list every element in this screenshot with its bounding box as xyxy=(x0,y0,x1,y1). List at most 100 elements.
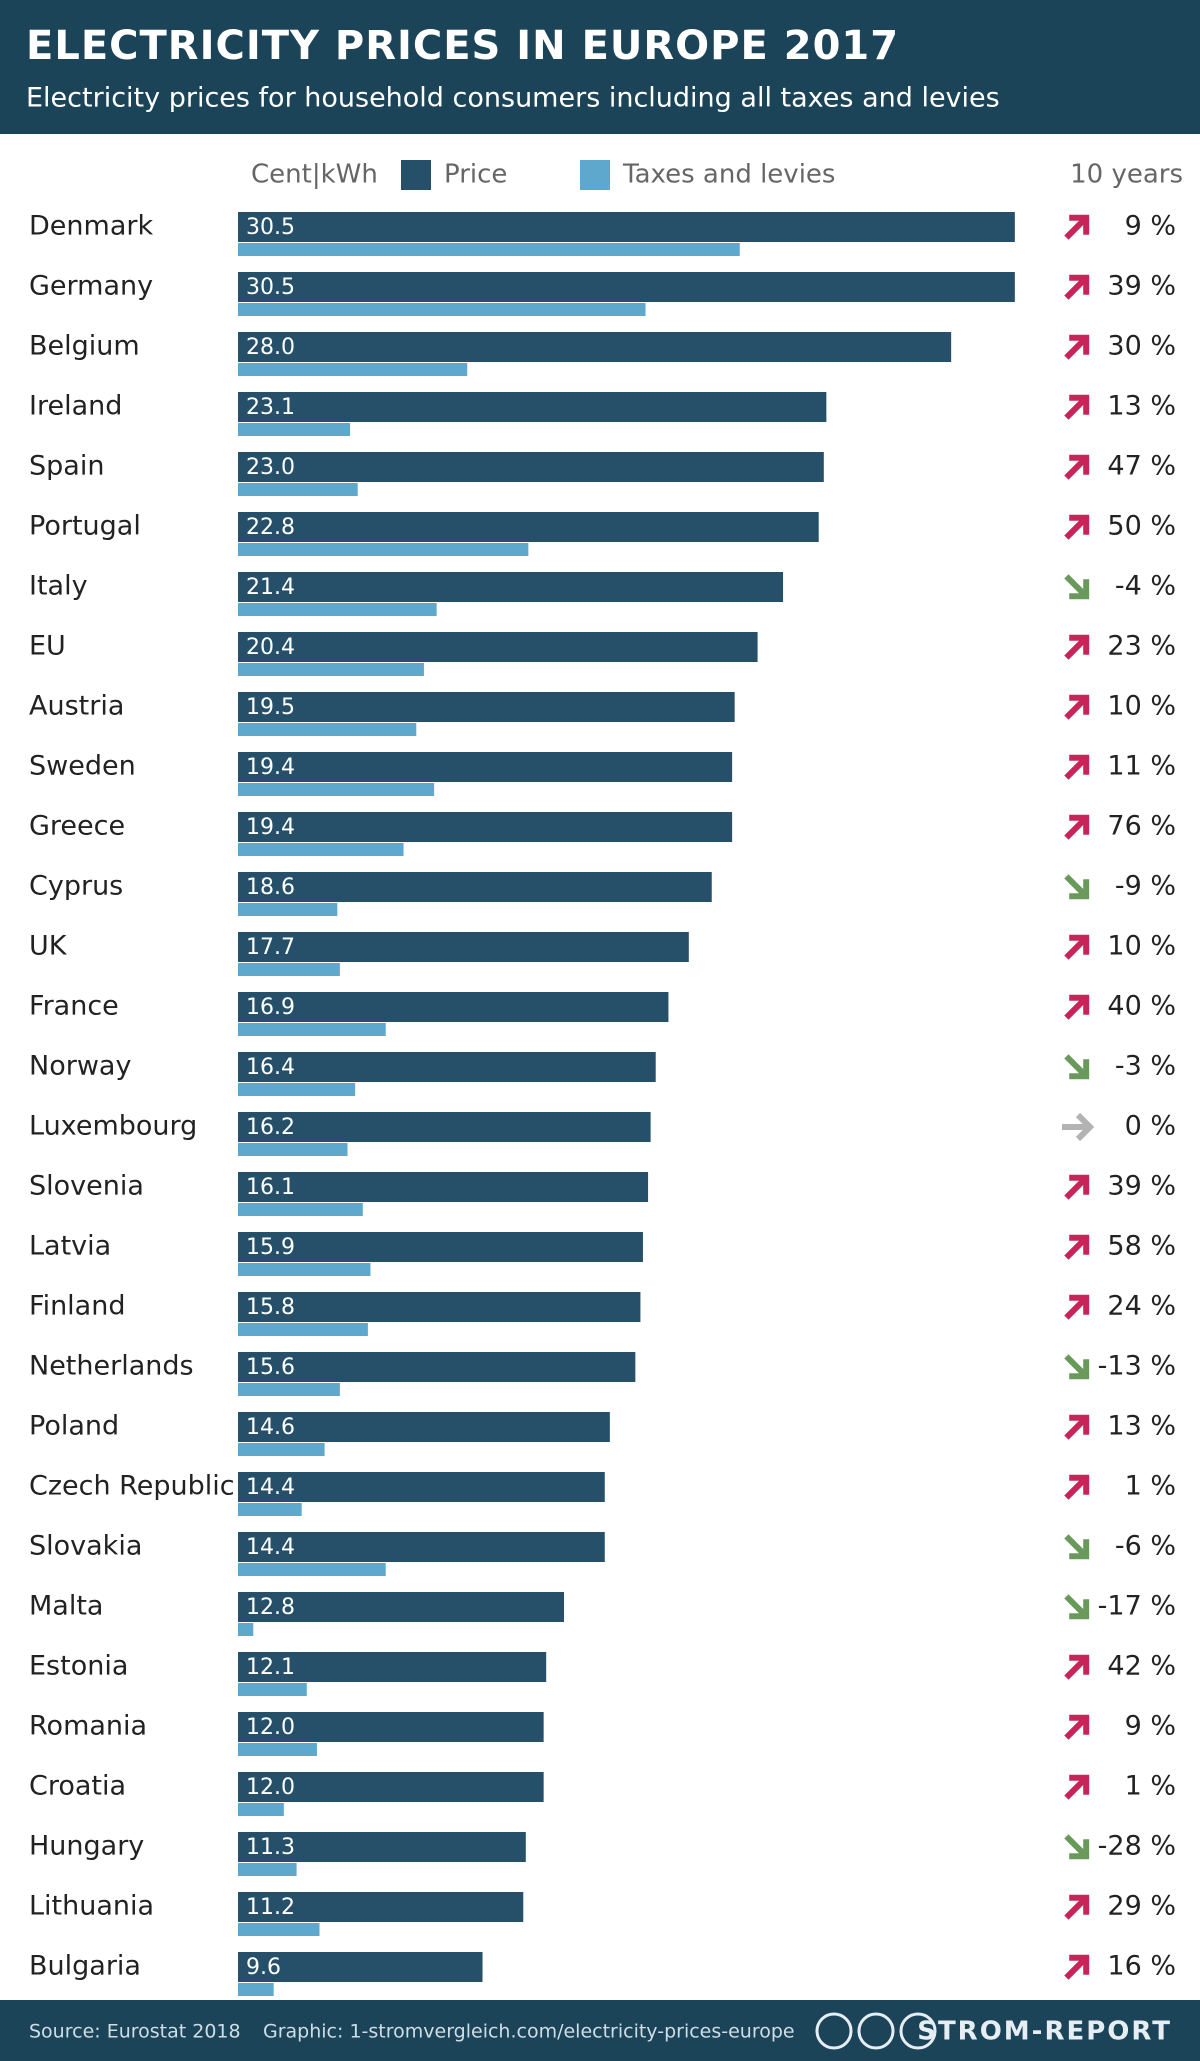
change-arrow xyxy=(1064,1654,1090,1680)
arrow-head xyxy=(1069,214,1090,235)
tax-bar xyxy=(238,963,340,976)
country-label: Norway xyxy=(29,1051,131,1082)
change-label: 39 % xyxy=(1107,271,1176,302)
price-bar xyxy=(238,1712,544,1742)
value-label: 11.2 xyxy=(246,1895,295,1920)
country-label: Hungary xyxy=(29,1831,144,1862)
change-arrow xyxy=(1064,1294,1090,1320)
value-label: 23.1 xyxy=(246,395,295,420)
arrow-head xyxy=(1069,1359,1090,1380)
country-label: Slovenia xyxy=(29,1171,144,1202)
country-label: Bulgaria xyxy=(29,1951,141,1982)
arrow-shaft xyxy=(1064,695,1089,720)
change-arrow xyxy=(1064,1774,1090,1800)
tax-bar xyxy=(238,303,646,316)
change-label: 24 % xyxy=(1107,1291,1176,1322)
country-label: UK xyxy=(29,931,68,962)
change-label: 16 % xyxy=(1107,1951,1176,1982)
value-label: 12.1 xyxy=(246,1655,295,1680)
value-label: 16.4 xyxy=(246,1055,295,1080)
country-label: Denmark xyxy=(29,211,153,242)
change-label: 23 % xyxy=(1107,631,1176,662)
arrow-shaft xyxy=(1064,275,1089,300)
price-bar xyxy=(238,1892,524,1922)
change-label: -13 % xyxy=(1098,1351,1176,1382)
tax-bar xyxy=(238,1263,371,1276)
tax-bar xyxy=(238,783,435,796)
change-arrow xyxy=(1064,1894,1090,1920)
chart-subtitle: Electricity prices for household consume… xyxy=(26,83,1000,114)
value-label: 19.5 xyxy=(246,695,295,720)
arrow-shaft xyxy=(1064,1955,1089,1980)
tax-bar xyxy=(238,1383,340,1396)
value-label: 15.9 xyxy=(246,1235,295,1260)
price-bar xyxy=(238,512,819,542)
change-label: 58 % xyxy=(1107,1231,1176,1262)
value-label: 14.4 xyxy=(246,1475,295,1500)
change-arrow xyxy=(1064,754,1090,780)
price-bar xyxy=(238,992,669,1022)
change-label: 11 % xyxy=(1107,751,1176,782)
change-arrow xyxy=(1064,1414,1090,1440)
legend-swatch xyxy=(401,160,431,190)
value-label: 16.2 xyxy=(246,1115,295,1140)
tax-bar xyxy=(238,1923,320,1936)
arrow-head xyxy=(1069,1954,1090,1975)
value-label: 16.9 xyxy=(246,995,295,1020)
change-arrow xyxy=(1064,214,1090,240)
arrow-shaft xyxy=(1064,455,1089,480)
value-label: 30.5 xyxy=(246,215,295,240)
price-bar xyxy=(238,632,758,662)
change-arrow xyxy=(1064,814,1090,840)
change-label: 50 % xyxy=(1107,511,1176,542)
tax-bar xyxy=(238,1683,307,1696)
tax-bar xyxy=(238,1083,356,1096)
tax-bar xyxy=(238,243,740,256)
tax-bar xyxy=(238,1983,274,1996)
price-bar xyxy=(238,692,735,722)
arrow-head xyxy=(1069,1474,1090,1495)
arrow-head xyxy=(1069,879,1090,900)
change-arrow xyxy=(1064,1234,1090,1260)
arrow-shaft xyxy=(1064,1594,1089,1619)
value-label: 28.0 xyxy=(246,335,295,360)
change-arrow xyxy=(1064,934,1090,960)
arrow-shaft xyxy=(1064,215,1089,240)
value-label: 14.4 xyxy=(246,1535,295,1560)
price-bar xyxy=(238,1532,605,1562)
country-label: Luxembourg xyxy=(29,1111,197,1142)
price-bar xyxy=(238,1832,526,1862)
change-arrow xyxy=(1064,1834,1090,1860)
change-label: 9 % xyxy=(1125,1711,1176,1742)
price-bar xyxy=(238,1772,544,1802)
arrow-shaft xyxy=(1064,1715,1089,1740)
legend-swatch xyxy=(580,160,610,190)
arrow-head xyxy=(1069,1234,1090,1255)
change-arrow xyxy=(1064,1714,1090,1740)
change-arrow xyxy=(1064,1354,1090,1380)
country-label: Estonia xyxy=(29,1651,128,1682)
price-bar xyxy=(238,872,712,902)
tax-bar xyxy=(238,1743,317,1756)
country-label: Cyprus xyxy=(29,871,123,902)
arrow-head xyxy=(1069,274,1090,295)
value-label: 11.3 xyxy=(246,1835,295,1860)
change-arrow xyxy=(1064,1474,1090,1500)
credit: Graphic: 1-stromvergleich.com/electricit… xyxy=(263,2021,795,2043)
change-arrow xyxy=(1064,454,1090,480)
legend-label: Price xyxy=(444,160,507,190)
arrow-head xyxy=(1069,1839,1090,1860)
change-arrow xyxy=(1064,274,1090,300)
chart-title: ELECTRICITY PRICES IN EUROPE 2017 xyxy=(26,23,899,69)
change-label: 39 % xyxy=(1107,1171,1176,1202)
arrow-head xyxy=(1069,934,1090,955)
tax-bar xyxy=(238,1563,386,1576)
tax-bar xyxy=(238,1143,348,1156)
country-label: Portugal xyxy=(29,511,141,542)
arrow-head xyxy=(1069,1894,1090,1915)
arrow-head xyxy=(1069,1414,1090,1435)
price-bar xyxy=(238,1172,649,1202)
country-label: Romania xyxy=(29,1711,147,1742)
change-label: 40 % xyxy=(1107,991,1176,1022)
country-label: Netherlands xyxy=(29,1351,194,1382)
